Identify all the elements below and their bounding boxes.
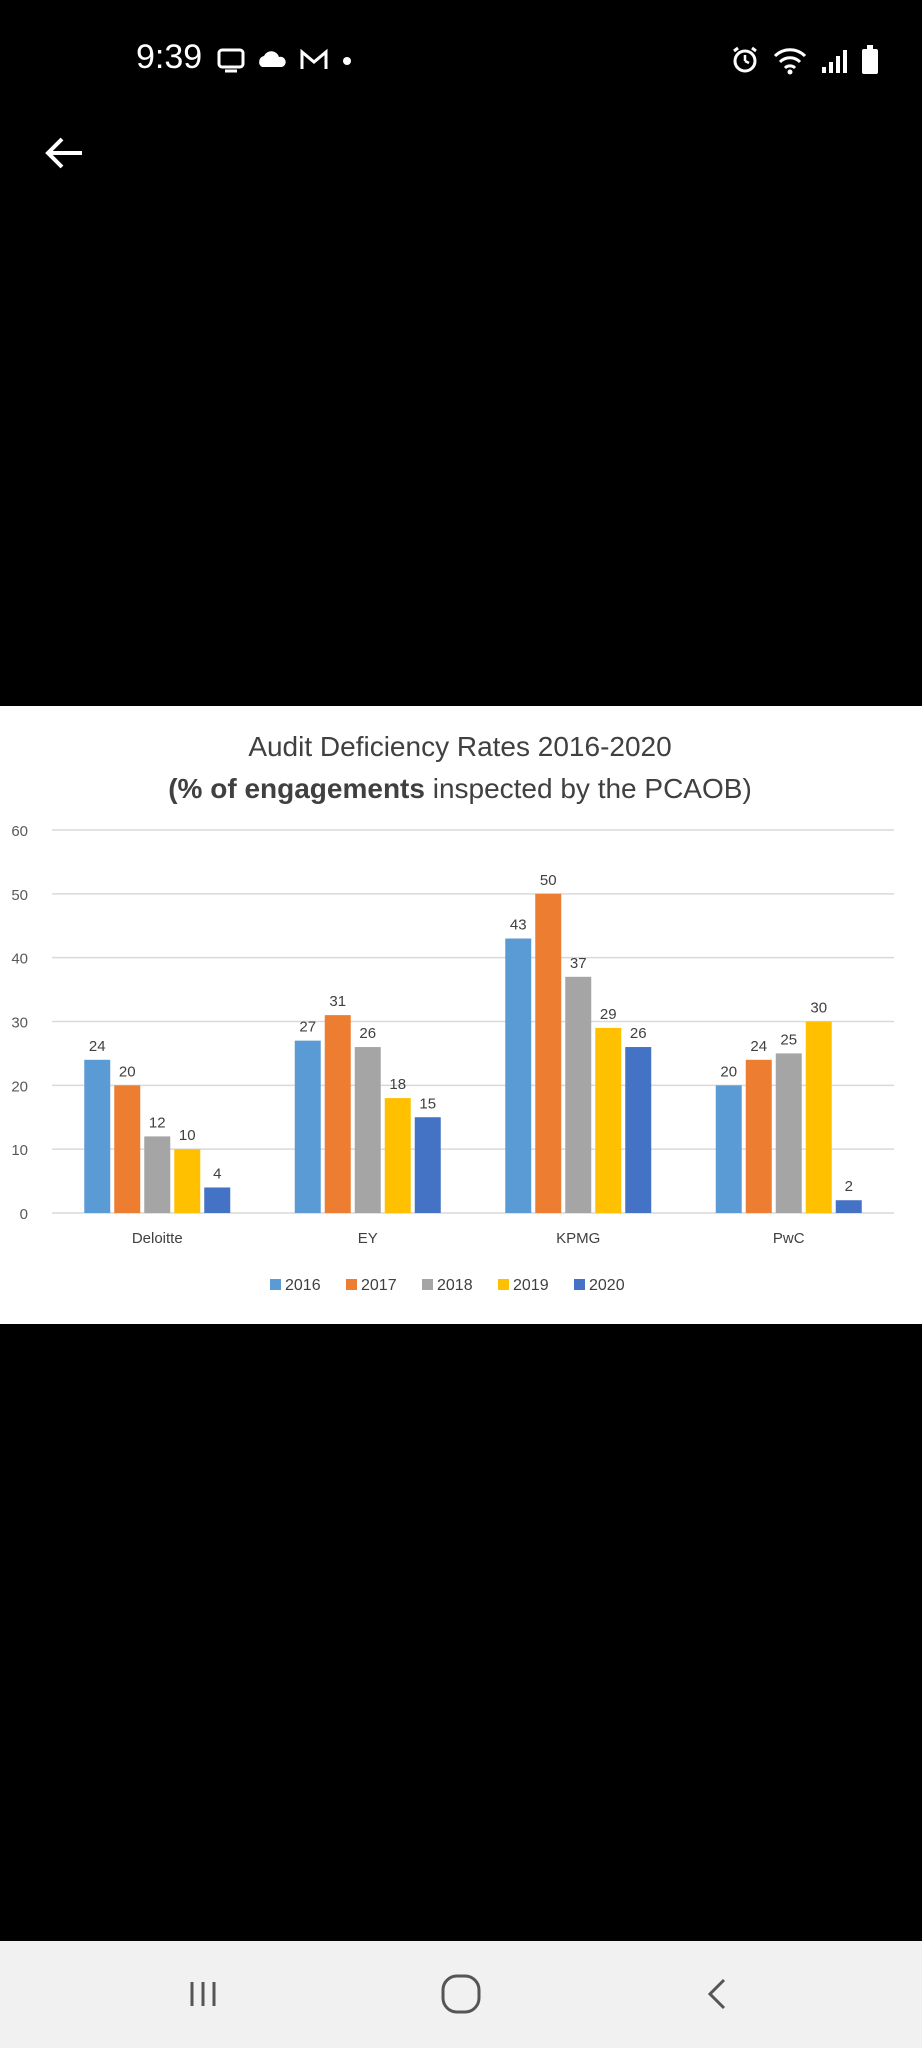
data-label: 24 [750, 1038, 767, 1055]
y-tick-label: 0 [20, 1206, 28, 1223]
x-axis: Deloitte EY KPMG PwC [132, 1230, 805, 1247]
data-label: 31 [329, 993, 346, 1010]
bar-ey-2017 [324, 1015, 351, 1213]
legend-swatch-2020 [574, 1279, 585, 1290]
status-bar: 9:39 [0, 0, 922, 110]
bar-deloitte-2020 [204, 1187, 231, 1213]
arrow-left-icon [45, 137, 82, 169]
cloud-icon [259, 51, 286, 67]
bar-ey-2018 [354, 1047, 381, 1213]
status-icons-right [730, 40, 880, 80]
bar-deloitte-2018 [144, 1136, 171, 1213]
data-label: 29 [600, 1006, 617, 1023]
chart-bars: 24 20 12 10 4 27 31 26 18 15 43 50 37 29 26 20 24 25 30 2 [84, 872, 862, 1213]
legend-label: 2020 [589, 1277, 625, 1294]
y-tick-label: 30 [11, 1015, 28, 1032]
home-icon [441, 1974, 481, 2014]
y-tick-label: 50 [11, 887, 28, 904]
bar-ey-2016 [294, 1040, 321, 1213]
legend-label: 2017 [361, 1277, 397, 1294]
y-axis: 0 10 20 30 40 50 60 [11, 823, 28, 1223]
home-button[interactable] [421, 1959, 501, 2029]
data-label: 43 [510, 917, 527, 934]
back-button[interactable] [40, 128, 90, 178]
data-label: 30 [810, 1000, 827, 1017]
data-label: 2 [845, 1178, 853, 1195]
x-tick-label: Deloitte [132, 1230, 183, 1247]
data-label: 4 [213, 1165, 221, 1182]
y-tick-label: 60 [11, 823, 28, 840]
gmail-icon [300, 48, 328, 69]
chart-legend: 2016 2017 2018 2019 2020 [270, 1277, 625, 1294]
legend-swatch-2019 [498, 1279, 509, 1290]
chart-subtitle-rest: inspected by the PCAOB) [425, 773, 752, 804]
bar-kpmg-2017 [535, 893, 562, 1213]
nav-back-icon [707, 1978, 726, 2010]
data-label: 27 [299, 1019, 316, 1036]
navigation-bar [0, 1941, 922, 2048]
data-label: 10 [179, 1127, 196, 1144]
y-tick-label: 20 [11, 1078, 28, 1095]
data-label: 15 [419, 1095, 436, 1112]
screen-cast-icon [217, 48, 245, 73]
data-label: 12 [149, 1114, 166, 1131]
data-label: 20 [720, 1063, 737, 1080]
bar-deloitte-2019 [174, 1149, 201, 1213]
bar-pwc-2020 [835, 1200, 862, 1213]
chart-image: Audit Deficiency Rates 2016-2020 (% of e… [0, 706, 922, 1324]
recent-apps-button[interactable] [163, 1959, 243, 2029]
x-tick-label: EY [358, 1230, 378, 1247]
status-icons-left [216, 40, 354, 80]
notification-dot-icon [343, 57, 351, 65]
bar-kpmg-2016 [505, 938, 532, 1213]
signal-icon [822, 50, 847, 73]
data-label: 18 [389, 1076, 406, 1093]
x-tick-label: KPMG [556, 1230, 600, 1247]
y-tick-label: 10 [11, 1142, 28, 1159]
bar-kpmg-2018 [565, 976, 592, 1213]
legend-label: 2016 [285, 1277, 321, 1294]
y-tick-label: 40 [11, 951, 28, 968]
bar-ey-2020 [414, 1117, 441, 1213]
bar-deloitte-2017 [114, 1085, 141, 1213]
legend-swatch-2016 [270, 1279, 281, 1290]
bar-chart: Audit Deficiency Rates 2016-2020 (% of e… [11, 731, 894, 1294]
data-label: 26 [359, 1025, 376, 1042]
bar-deloitte-2016 [84, 1059, 111, 1213]
data-label: 20 [119, 1063, 136, 1080]
x-tick-label: PwC [773, 1230, 805, 1247]
chart-subtitle-bold: (% of engagements [168, 773, 425, 804]
bar-pwc-2016 [715, 1085, 742, 1213]
data-label: 24 [89, 1038, 106, 1055]
bar-pwc-2017 [745, 1059, 772, 1213]
bar-ey-2019 [384, 1098, 411, 1213]
data-label: 26 [630, 1025, 647, 1042]
nav-back-button[interactable] [678, 1959, 758, 2029]
data-label: 37 [570, 955, 587, 972]
battery-icon [862, 45, 878, 74]
chart-title: Audit Deficiency Rates 2016-2020 [248, 731, 671, 762]
bar-kpmg-2020 [625, 1047, 652, 1213]
data-label: 25 [780, 1031, 797, 1048]
legend-label: 2018 [437, 1277, 473, 1294]
alarm-icon [733, 46, 757, 73]
legend-swatch-2017 [346, 1279, 357, 1290]
bar-pwc-2019 [805, 1021, 832, 1213]
bar-pwc-2018 [775, 1053, 802, 1213]
wifi-icon [773, 48, 807, 75]
legend-label: 2019 [513, 1277, 549, 1294]
data-label: 50 [540, 872, 557, 889]
recent-apps-icon [190, 1982, 216, 2006]
status-time: 9:39 [136, 38, 203, 76]
legend-swatch-2018 [422, 1279, 433, 1290]
bar-kpmg-2019 [595, 1027, 622, 1213]
chart-subtitle: (% of engagements inspected by the PCAOB… [168, 773, 752, 804]
